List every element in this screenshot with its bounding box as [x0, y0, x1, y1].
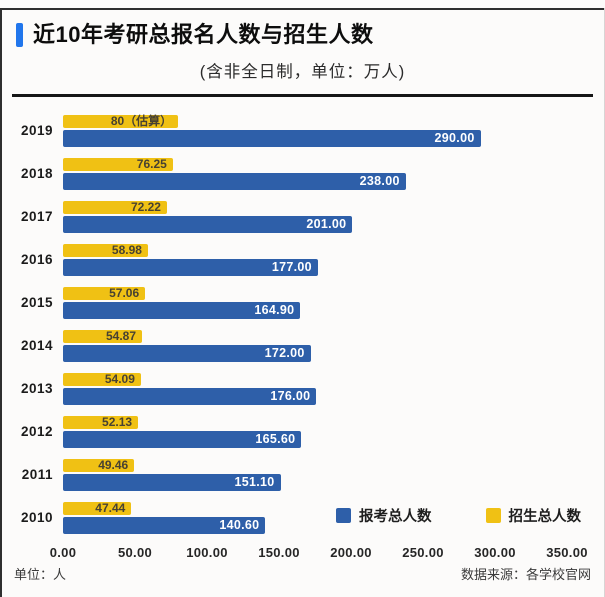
enrollment-bar: 76.25 — [63, 156, 173, 171]
bar-group: 49.46 151.10 — [63, 457, 605, 491]
bar-group: 76.25 238.00 — [63, 156, 605, 190]
chart-subtitle: (含非全日制，单位：万人) — [199, 63, 406, 81]
enrollment-bar: 72.22 — [63, 199, 167, 214]
bar-group: 57.06 164.90 — [63, 285, 605, 319]
year-label: 2015 — [20, 294, 53, 310]
chart-header: 近10年考研总报名人数与招生人数 (含非全日制，单位：万人) — [0, 0, 605, 82]
year-label: 2018 — [20, 165, 53, 181]
chart-row: 2015 57.06 164.90 — [0, 285, 605, 319]
bar-group: 54.87 172.00 — [63, 328, 605, 362]
card-left-edge — [0, 8, 2, 597]
applicants-value-label: 201.00 — [306, 216, 347, 231]
chart-row: 2011 49.46 151.10 — [0, 457, 605, 491]
chart-row: 2018 76.25 238.00 — [0, 156, 605, 190]
year-label: 2012 — [20, 423, 53, 439]
enrollment-value-label: 47.44 — [95, 500, 126, 515]
applicants-swatch-icon — [336, 507, 351, 523]
enrollment-value-label: 54.87 — [105, 328, 136, 343]
year-label: 2017 — [20, 208, 53, 224]
enrollment-bar: 58.98 — [63, 242, 148, 257]
applicants-bar: 164.90 — [63, 301, 301, 319]
applicants-bar: 201.00 — [63, 215, 353, 233]
legend-label-enrollment: 招生总人数 — [508, 508, 582, 525]
year-label: 2010 — [20, 509, 53, 525]
year-label: 2011 — [21, 466, 53, 482]
enrollment-bar: 54.87 — [63, 328, 142, 343]
year-label: 2013 — [20, 380, 53, 396]
applicants-bar: 151.10 — [63, 473, 281, 491]
chart-row: 2019 80（估算） 290.00 — [0, 113, 605, 147]
legend-item-enrollment: 招生总人数 — [485, 505, 582, 526]
x-axis-tick-label: 200.00 — [330, 544, 372, 560]
applicants-bar: 140.60 — [63, 516, 266, 534]
bar-group: 80（估算） 290.00 — [63, 113, 605, 147]
applicants-value-label: 238.00 — [359, 173, 400, 188]
year-label: 2014 — [20, 337, 53, 353]
data-source: 数据来源：各学校官网 — [460, 566, 591, 582]
bar-group: 72.22 201.00 — [63, 199, 605, 233]
applicants-value-label: 151.10 — [234, 474, 275, 489]
enrollment-value-label: 58.98 — [111, 242, 142, 257]
header-divider — [12, 94, 593, 97]
x-axis: 0.00 50.00 100.00 150.00 200.00 250.00 300.00 3… — [50, 544, 605, 563]
chart-row: 2016 58.98 177.00 — [0, 242, 605, 276]
enrollment-value-label: 49.46 — [98, 457, 129, 472]
bar-group: 54.09 176.00 — [63, 371, 605, 405]
card-top-edge — [0, 8, 605, 10]
chart-row: 2014 54.87 172.00 — [0, 328, 605, 362]
chart-rows: 2019 80（估算） 290.00 2018 76.25 238.00 201… — [0, 113, 605, 534]
enrollment-value-label: 54.09 — [104, 371, 135, 386]
applicants-bar: 176.00 — [63, 387, 317, 405]
enrollment-bar: 52.13 — [63, 414, 139, 429]
enrollment-bar: 47.44 — [63, 500, 132, 515]
chart-footer: 单位：人 数据来源：各学校官网 — [14, 564, 591, 583]
enrollment-bar: 54.09 — [63, 371, 141, 386]
bar-chart: 2019 80（估算） 290.00 2018 76.25 238.00 201… — [0, 105, 605, 560]
enrollment-value-label: 76.25 — [136, 156, 167, 171]
chart-row: 2013 54.09 176.00 — [0, 371, 605, 405]
applicants-bar: 177.00 — [63, 258, 318, 276]
title-accent-marker — [16, 23, 23, 47]
unit-note: 单位：人 — [14, 566, 67, 582]
applicants-value-label: 177.00 — [271, 259, 312, 274]
applicants-value-label: 165.60 — [255, 431, 296, 446]
enrollment-swatch-icon — [485, 507, 501, 523]
chart-row: 2017 72.22 201.00 — [0, 199, 605, 233]
year-label: 2016 — [20, 251, 53, 267]
year-label: 2019 — [20, 122, 53, 138]
applicants-value-label: 176.00 — [270, 388, 311, 403]
enrollment-bar: 57.06 — [63, 285, 146, 300]
bar-group: 52.13 165.60 — [63, 414, 605, 448]
applicants-value-label: 290.00 — [434, 130, 475, 145]
page-title: 近10年考研总报名人数与招生人数 — [33, 22, 374, 47]
bar-group: 58.98 177.00 — [63, 242, 605, 276]
chart-legend: 报考总人数 招生总人数 — [336, 505, 581, 526]
applicants-value-label: 164.90 — [254, 302, 295, 317]
enrollment-value-label: 72.22 — [130, 199, 161, 214]
enrollment-value-label: 52.13 — [102, 414, 133, 429]
applicants-value-label: 172.00 — [264, 345, 305, 360]
x-axis-tick-label: 50.00 — [117, 544, 153, 560]
enrollment-bar: 49.46 — [63, 457, 135, 472]
enrollment-bar: 80（估算） — [63, 113, 179, 128]
x-axis-tick-label: 0.00 — [49, 544, 77, 560]
applicants-bar: 238.00 — [63, 172, 406, 190]
x-axis-tick-label: 300.00 — [474, 544, 516, 560]
x-axis-tick-label: 100.00 — [186, 544, 228, 560]
applicants-bar: 290.00 — [63, 129, 481, 147]
bar-group: 47.44 140.60 — [63, 500, 605, 534]
chart-row: 2010 47.44 140.60 — [0, 500, 605, 534]
enrollment-value-label: 80（估算） — [110, 113, 173, 128]
applicants-bar: 165.60 — [63, 430, 302, 448]
chart-row: 2012 52.13 165.60 — [0, 414, 605, 448]
legend-label-applicants: 报考总人数 — [359, 508, 432, 525]
applicants-value-label: 140.60 — [219, 517, 260, 532]
applicants-bar: 172.00 — [63, 344, 311, 362]
x-axis-tick-label: 350.00 — [546, 544, 588, 560]
x-axis-tick-label: 150.00 — [258, 544, 300, 560]
x-axis-tick-label: 250.00 — [402, 544, 444, 560]
enrollment-value-label: 57.06 — [109, 285, 140, 300]
legend-item-applicants: 报考总人数 — [336, 505, 432, 526]
